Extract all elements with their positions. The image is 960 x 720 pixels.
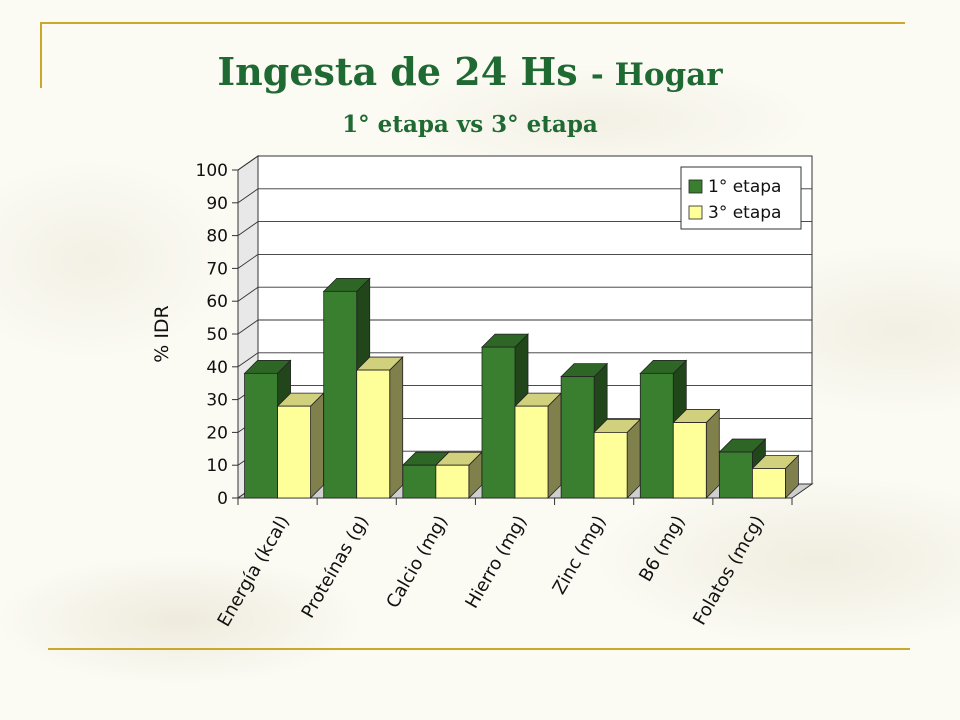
bar-1-front bbox=[560, 376, 595, 499]
gridline bbox=[237, 286, 812, 302]
gridline bbox=[237, 253, 812, 269]
bar-2-front bbox=[752, 468, 786, 499]
bar-2-side bbox=[310, 392, 324, 499]
bar-2-front bbox=[435, 464, 470, 499]
x-tick-label: Folatos (mcg) bbox=[689, 512, 769, 629]
y-tick-label: 50 bbox=[206, 325, 228, 345]
page-title: Ingesta de 24 Hs - Hogar bbox=[150, 48, 790, 99]
gridline bbox=[237, 352, 812, 368]
x-tick-label: Energía (kcal) bbox=[213, 512, 293, 630]
bar-1-front bbox=[639, 372, 674, 499]
bar-2-front bbox=[277, 405, 311, 499]
gridline bbox=[237, 221, 812, 236]
bar-2-side bbox=[705, 408, 720, 499]
top-rule bbox=[40, 22, 905, 24]
x-tick-label: Zinc (mg) bbox=[549, 512, 611, 598]
left-rule bbox=[40, 22, 42, 88]
bar-1-front bbox=[719, 451, 753, 499]
y-tick-label: 80 bbox=[206, 227, 228, 247]
y-tick-label: 100 bbox=[196, 161, 228, 181]
y-tick-label: 20 bbox=[206, 423, 228, 443]
bar-2-side bbox=[389, 356, 404, 499]
gridline bbox=[237, 188, 812, 204]
bar-2-front bbox=[514, 405, 549, 499]
legend-label-1: 1° etapa bbox=[708, 177, 781, 197]
bar-2-side bbox=[547, 392, 562, 499]
bottom-rule bbox=[48, 648, 910, 650]
bar-2-side bbox=[626, 418, 641, 499]
y-tick-label: 0 bbox=[217, 489, 228, 509]
x-tick-label: Proteínas (g) bbox=[298, 512, 374, 622]
y-tick-label: 10 bbox=[206, 456, 228, 476]
title-suffix: - Hogar bbox=[590, 57, 723, 93]
x-tick-label: Hierro (mg) bbox=[461, 512, 531, 612]
bar-2-front bbox=[672, 422, 707, 499]
bar-2-front bbox=[593, 431, 628, 499]
legend-swatch-1 bbox=[688, 179, 703, 194]
bar-1-front bbox=[244, 372, 278, 499]
legend-label-2: 3° etapa bbox=[708, 203, 781, 223]
y-tick-label: 90 bbox=[206, 194, 228, 214]
y-tick-label: 30 bbox=[206, 391, 228, 411]
bar-2-front bbox=[356, 369, 391, 499]
page-subtitle: 1° etapa vs 3° etapa bbox=[342, 111, 598, 138]
bar-1-front bbox=[481, 346, 516, 499]
legend-swatch-2 bbox=[688, 205, 703, 220]
title-main: Ingesta de 24 Hs bbox=[217, 49, 578, 94]
gridline bbox=[237, 155, 812, 171]
x-tick-label: B6 (mg) bbox=[635, 512, 689, 585]
bar-1-front bbox=[402, 464, 437, 499]
x-tick-label: Calcio (mg) bbox=[382, 512, 452, 612]
bar-1-front bbox=[323, 290, 358, 499]
y-tick-label: 40 bbox=[206, 358, 228, 378]
gridline bbox=[237, 319, 812, 335]
y-tick-label: 70 bbox=[206, 259, 228, 279]
y-tick-label: 60 bbox=[206, 292, 228, 312]
y-axis-label: % IDR bbox=[151, 305, 173, 363]
